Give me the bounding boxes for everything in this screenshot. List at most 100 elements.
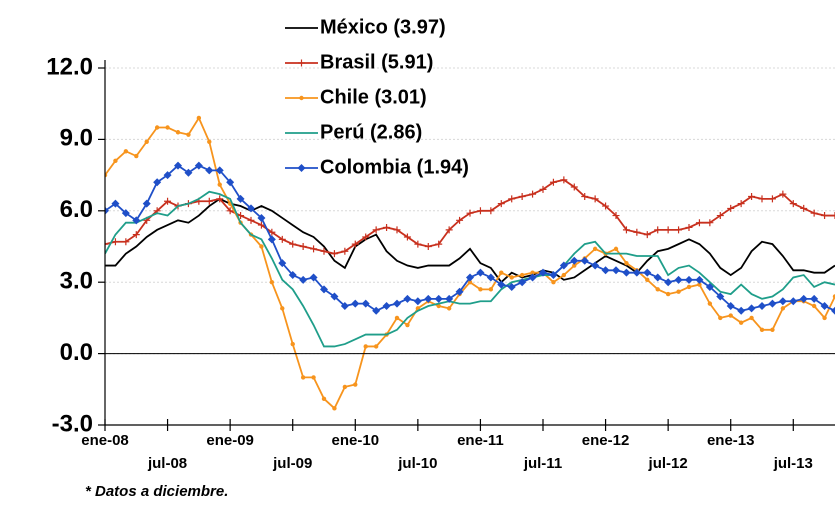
point-marker (832, 212, 835, 219)
x-tick-label: jul-08 (147, 455, 187, 472)
series-line (105, 118, 835, 408)
point-marker (676, 290, 680, 294)
legend-label: Chile (3.01) (320, 86, 427, 108)
point-marker (425, 243, 432, 250)
legend-label: Colombia (1.94) (320, 156, 469, 178)
point-marker (351, 300, 359, 308)
point-marker (633, 229, 640, 236)
point-marker (134, 154, 138, 158)
point-marker (205, 166, 213, 174)
point-marker (248, 217, 255, 224)
point-marker (343, 385, 347, 389)
point-marker (395, 316, 399, 320)
point-marker (508, 195, 515, 202)
point-marker (298, 60, 305, 67)
y-tick-label: 9.0 (60, 125, 93, 152)
x-tick-label: jul-09 (272, 455, 312, 472)
point-marker (768, 300, 776, 308)
y-tick-label: 6.0 (60, 196, 93, 223)
point-marker (393, 300, 401, 308)
point-marker (476, 269, 484, 277)
point-marker (644, 231, 651, 238)
point-marker (280, 306, 284, 310)
x-tick-label: ene-08 (81, 432, 129, 449)
point-marker (364, 344, 368, 348)
point-marker (499, 270, 503, 274)
point-marker (770, 328, 774, 332)
point-marker (311, 375, 315, 379)
point-marker (186, 132, 190, 136)
point-marker (289, 241, 296, 248)
point-marker (729, 313, 733, 317)
point-marker (124, 149, 128, 153)
point-marker (643, 269, 651, 277)
point-marker (666, 292, 670, 296)
point-marker (435, 295, 443, 303)
point-marker (301, 375, 305, 379)
legend-label: México (3.97) (320, 16, 446, 38)
point-marker (353, 382, 357, 386)
point-marker (708, 301, 712, 305)
point-marker (781, 306, 785, 310)
point-marker (675, 226, 682, 233)
point-marker (447, 306, 451, 310)
point-marker (520, 273, 524, 277)
point-marker (593, 247, 597, 251)
point-marker (769, 195, 776, 202)
x-tick-label: ene-12 (582, 432, 630, 449)
point-marker (665, 226, 672, 233)
point-marker (760, 328, 764, 332)
point-marker (310, 245, 317, 252)
point-marker (322, 397, 326, 401)
point-marker (197, 116, 201, 120)
x-tick-label: ene-10 (332, 432, 380, 449)
point-marker (758, 302, 766, 310)
legend: México (3.97)Brasil (5.91)Chile (3.01)Pe… (285, 16, 469, 178)
point-marker (718, 316, 722, 320)
point-marker (779, 297, 787, 305)
point-marker (519, 193, 526, 200)
point-marker (383, 302, 391, 310)
point-marker (562, 273, 566, 277)
legend-label: Perú (2.86) (320, 121, 422, 143)
point-marker (113, 159, 117, 163)
x-tick-label: jul-12 (648, 455, 688, 472)
point-marker (739, 320, 743, 324)
point-marker (654, 273, 662, 281)
point-marker (624, 261, 628, 265)
point-marker (622, 269, 630, 277)
point-marker (591, 262, 599, 270)
point-marker (270, 280, 274, 284)
point-marker (374, 344, 378, 348)
point-marker (207, 140, 211, 144)
point-marker (414, 297, 422, 305)
x-tick-label: ene-09 (206, 432, 254, 449)
x-tick-label: ene-13 (707, 432, 755, 449)
x-tick-label: jul-13 (773, 455, 813, 472)
point-marker (165, 125, 169, 129)
y-tick-label: 0.0 (60, 339, 93, 366)
x-tick-label: jul-10 (397, 455, 437, 472)
point-marker (686, 224, 693, 231)
point-marker (268, 235, 276, 243)
point-marker (654, 226, 661, 233)
point-marker (155, 125, 159, 129)
point-marker (821, 212, 828, 219)
point-marker (529, 191, 536, 198)
point-marker (145, 140, 149, 144)
point-marker (656, 287, 660, 291)
x-tick-label: ene-11 (457, 432, 504, 449)
point-marker (477, 207, 484, 214)
point-marker (176, 130, 180, 134)
point-marker (812, 304, 816, 308)
point-marker (259, 244, 263, 248)
point-marker (687, 285, 691, 289)
point-marker (383, 224, 390, 231)
point-marker (664, 278, 672, 286)
point-marker (748, 304, 756, 312)
grid (105, 68, 835, 425)
point-marker (581, 257, 589, 265)
point-marker (403, 295, 411, 303)
x-tick-label: jul-11 (523, 455, 562, 472)
